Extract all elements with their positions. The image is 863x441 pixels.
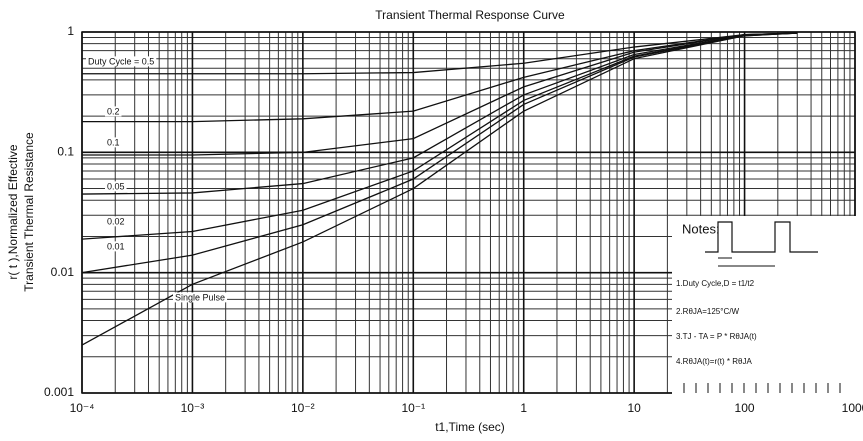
series-label: 0.2 — [107, 106, 120, 116]
series-label: Single Pulse — [175, 292, 225, 302]
x-tick-label: 10 — [627, 401, 641, 415]
series-line — [81, 32, 798, 346]
series-line — [82, 32, 798, 156]
y-tick-label: 0.01 — [51, 265, 75, 279]
y-tick-label: 0.1 — [57, 145, 74, 159]
x-tick-label: 10⁻³ — [181, 401, 205, 415]
plot-border — [81, 31, 856, 394]
series-label-background — [86, 56, 157, 67]
series-line — [82, 32, 798, 75]
series-label: 0.02 — [107, 216, 125, 226]
note-text: 4.RθJA(t)=r(t) * RθJA — [676, 357, 752, 366]
pulse-waveform — [705, 221, 818, 253]
series-label: Duty Cycle = 0.5 — [88, 56, 154, 66]
x-tick-label: 10⁻¹ — [401, 401, 425, 415]
note-text: Notes: — [682, 221, 720, 236]
x-axis-label: t1,Time (sec) — [435, 420, 505, 434]
series-label-background — [105, 216, 127, 227]
note-text: 3.TJ - TA = P * RθJA(t) — [676, 332, 757, 341]
x-tick-label: 10⁻⁴ — [70, 401, 95, 415]
series-label: 0.05 — [107, 181, 125, 191]
series-line — [81, 32, 798, 240]
x-tick-label: 10⁻² — [291, 401, 315, 415]
y-axis-label: Transient Thermal Resistance — [22, 132, 36, 292]
x-tick-label: 1 — [520, 401, 527, 415]
series-label-background — [105, 241, 127, 252]
notes-box: Notes: 1.Duty Cycle,D = t1/t2 2.RθJA=125°C… — [672, 216, 858, 396]
chart-title: Transient Thermal Response Curve — [375, 8, 565, 22]
series-label-background — [105, 181, 127, 192]
note-text: 1.Duty Cycle,D = t1/t2 — [676, 279, 755, 288]
series-label-background — [105, 106, 122, 117]
plot-area: Duty Cycle = 0.5 0.2 0.1 0.05 0.02 0.01 Single… — [81, 31, 858, 396]
series-label-background — [173, 292, 228, 303]
series-label-background — [105, 137, 122, 148]
series-label: 0.01 — [107, 241, 125, 251]
y-tick-label: 1 — [67, 24, 74, 38]
note-text: 2.RθJA=125°C/W — [676, 307, 739, 316]
x-tick-label: 100 — [735, 401, 755, 415]
y-tick-label: 0.001 — [44, 385, 74, 399]
series-label: 0.1 — [107, 137, 120, 147]
notes-background — [672, 216, 858, 396]
y-axis-label: r( t ),Normalized Effective — [6, 144, 20, 279]
